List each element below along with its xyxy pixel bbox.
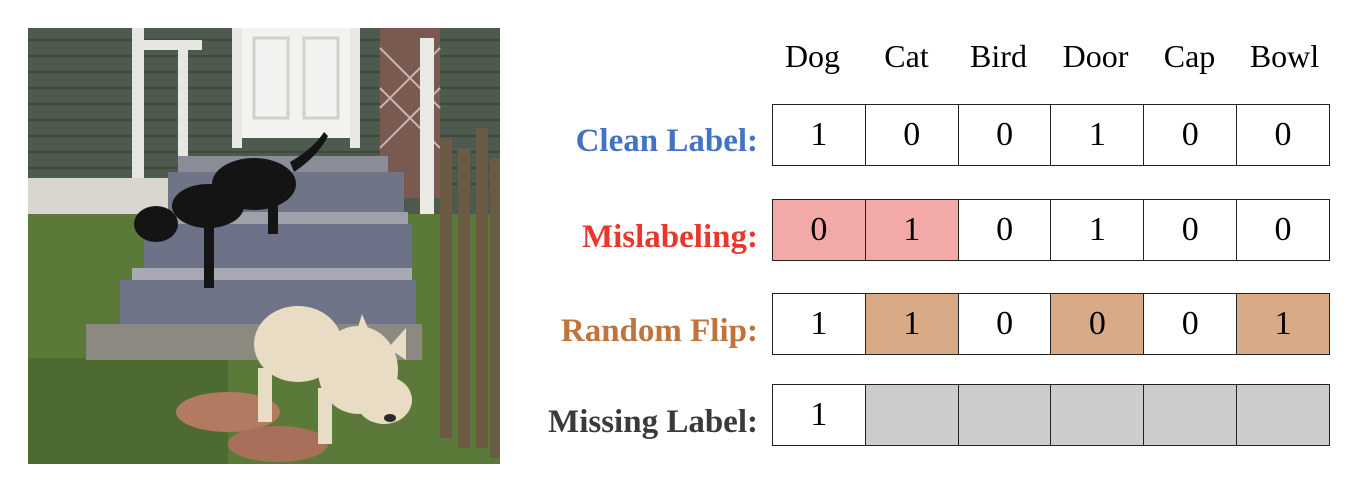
column-header-cap: Cap bbox=[1163, 38, 1216, 74]
label-cell: 1 bbox=[1051, 105, 1145, 165]
missing-label-cell bbox=[865, 385, 959, 445]
noisy-label-cell: 1 bbox=[865, 294, 959, 354]
noisy-label-cell: 0 bbox=[1051, 294, 1145, 354]
label-cell: 0 bbox=[1274, 116, 1292, 153]
column-header-dog: Dog bbox=[784, 38, 841, 74]
photo-dogs-on-porch-steps bbox=[28, 28, 500, 464]
row-label-clean: Clean Label: bbox=[575, 123, 758, 159]
missing-label-cell bbox=[1237, 385, 1329, 445]
column-header-bowl: Bowl bbox=[1249, 38, 1320, 74]
row-label-mislabel: Mislabeling: bbox=[581, 219, 758, 255]
missing-label-cell bbox=[958, 385, 1052, 445]
column-header-bird: Bird bbox=[970, 38, 1027, 74]
missing-label-cell bbox=[1051, 385, 1145, 445]
label-cell: 0 bbox=[959, 294, 1052, 354]
noisy-label-cell: 1 bbox=[1237, 294, 1329, 354]
label-cell: 1 bbox=[773, 385, 866, 445]
label-cell: 0 bbox=[959, 105, 1052, 165]
label-row-clean: 1 0 0 1 0 0 bbox=[772, 104, 1330, 166]
label-row-mislabel: 0 1 0 1 0 0 bbox=[772, 199, 1330, 261]
noisy-label-cell: 0 bbox=[773, 200, 866, 260]
black-dog bbox=[134, 132, 328, 288]
label-cell: 1 bbox=[773, 294, 866, 354]
label-cell: 0 bbox=[1144, 105, 1238, 165]
row-label-missing: Missing Label: bbox=[548, 404, 758, 440]
noisy-label-cell: 1 bbox=[865, 200, 959, 260]
label-cell: 0 bbox=[1144, 294, 1238, 354]
label-cell: 0 bbox=[959, 200, 1052, 260]
label-cell: 0 bbox=[866, 105, 959, 165]
label-cell: 0 bbox=[1274, 211, 1292, 248]
row-label-flip: Random Flip: bbox=[560, 313, 758, 349]
column-header-door: Door bbox=[1062, 38, 1129, 74]
label-cell: 1 bbox=[1051, 200, 1145, 260]
missing-label-cell bbox=[1144, 385, 1238, 445]
label-row-missing: 1 bbox=[772, 384, 1330, 446]
label-cell: 0 bbox=[1144, 200, 1238, 260]
column-header-cat: Cat bbox=[884, 38, 929, 74]
label-cell: 1 bbox=[773, 105, 866, 165]
white-dog bbox=[254, 306, 412, 444]
door bbox=[240, 28, 352, 138]
label-row-flip: 1 1 0 0 0 1 bbox=[772, 293, 1330, 355]
